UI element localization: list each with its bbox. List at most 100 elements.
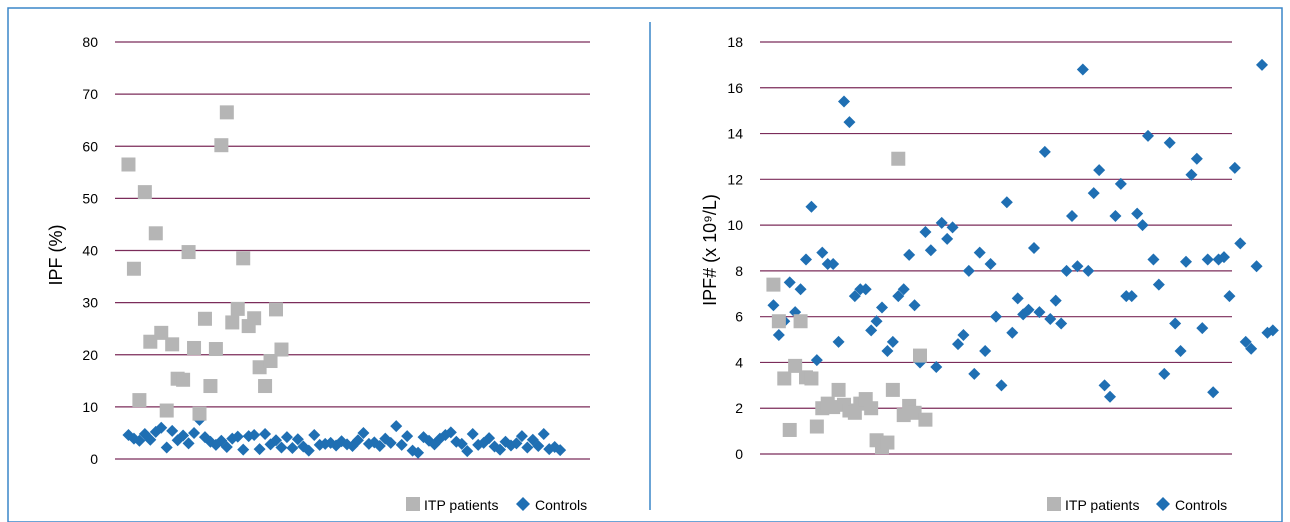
- itp-point: [788, 358, 803, 373]
- control-point: [384, 436, 397, 449]
- control-point: [946, 221, 959, 234]
- control-point: [1169, 317, 1182, 330]
- control-point: [166, 424, 179, 437]
- control-point: [188, 426, 201, 439]
- control-point: [515, 430, 528, 443]
- control-point: [881, 345, 894, 357]
- itp-point: [918, 412, 933, 427]
- control-point: [510, 437, 523, 450]
- control-point: [357, 426, 370, 439]
- control-point: [1218, 251, 1230, 264]
- itp-point: [766, 277, 781, 292]
- y-tick-label: 20: [82, 347, 98, 363]
- control-point: [1180, 255, 1192, 268]
- control-point: [177, 429, 190, 442]
- control-point: [1185, 168, 1198, 181]
- control-point: [1098, 379, 1111, 392]
- control-point: [401, 430, 414, 443]
- y-tick-label: 6: [735, 309, 743, 325]
- itp-point: [137, 185, 152, 200]
- control-point: [1087, 187, 1100, 200]
- y-tick-label: 60: [82, 138, 98, 154]
- itp-point: [864, 401, 879, 416]
- control-point: [275, 441, 288, 454]
- control-point: [1245, 342, 1258, 355]
- itp-point: [777, 371, 792, 386]
- left-chart-panel: 0 10 20 30 40 50 60 70 80 IPF (%) ITP patients C…: [46, 34, 590, 513]
- control-point: [1060, 264, 1073, 277]
- itp-point: [176, 372, 191, 387]
- control-point: [373, 439, 386, 452]
- itp-point: [154, 325, 169, 340]
- control-point: [903, 248, 916, 261]
- legend-controls-swatch: [516, 497, 530, 511]
- control-point: [1114, 177, 1127, 190]
- y-tick-label: 18: [727, 34, 743, 50]
- itp-point: [236, 251, 251, 266]
- control-point: [1266, 324, 1279, 337]
- control-point: [483, 432, 496, 445]
- control-point: [554, 444, 567, 457]
- control-point: [886, 335, 899, 348]
- y-tick-label: 2: [735, 400, 743, 416]
- control-point: [1152, 278, 1165, 291]
- itp-point: [274, 342, 289, 357]
- itp-point: [230, 301, 245, 316]
- control-point: [1033, 306, 1046, 319]
- y-tick-label: 8: [735, 263, 743, 279]
- control-point: [532, 439, 545, 452]
- y-tick-label: 0: [735, 446, 743, 462]
- itp-point: [252, 360, 267, 375]
- control-point: [395, 438, 408, 451]
- control-point: [1158, 367, 1171, 380]
- control-point: [1066, 209, 1078, 222]
- legend-itp-label: ITP patients: [1065, 497, 1139, 513]
- y-tick-label: 30: [82, 295, 98, 311]
- right-chart-panel: 0 2 4 6 8 10 12 14 16 18 IPF# (x 10⁹/L) ITP patie…: [700, 34, 1279, 513]
- control-point: [1163, 136, 1176, 149]
- control-point: [521, 441, 534, 454]
- control-point: [783, 276, 796, 289]
- control-point: [848, 290, 861, 303]
- control-point: [237, 443, 250, 456]
- control-point: [1190, 152, 1203, 165]
- itp-point: [793, 314, 808, 329]
- control-point: [990, 310, 1002, 323]
- control-point: [772, 328, 785, 341]
- control-point: [1239, 335, 1252, 348]
- itp-point: [809, 419, 824, 434]
- control-point: [286, 442, 299, 455]
- control-point: [1147, 253, 1160, 266]
- itp-point: [159, 403, 174, 418]
- itp-point: [148, 226, 163, 241]
- itp-point: [126, 261, 141, 276]
- control-point: [859, 283, 872, 296]
- itp-point: [247, 311, 262, 326]
- control-point: [1201, 253, 1214, 266]
- control-point: [1093, 164, 1106, 177]
- y-tick-label: 14: [727, 126, 743, 142]
- control-point: [1049, 294, 1062, 307]
- itp-point: [214, 138, 229, 153]
- itp-point: [907, 405, 922, 420]
- right-y-tick-labels: 0 2 4 6 8 10 12 14 16 18: [727, 34, 743, 462]
- control-point: [1234, 237, 1247, 250]
- right-gridlines: [760, 41, 1232, 455]
- control-point: [865, 324, 878, 337]
- itp-point: [187, 340, 202, 355]
- control-point: [1006, 326, 1019, 339]
- y-tick-label: 12: [727, 171, 743, 187]
- y-tick-label: 40: [82, 243, 98, 259]
- itp-point: [121, 157, 136, 172]
- control-point: [1228, 161, 1241, 174]
- control-point: [892, 290, 905, 303]
- control-point: [1082, 264, 1095, 277]
- itp-point: [258, 379, 273, 394]
- control-point: [957, 328, 970, 341]
- control-point: [1028, 242, 1040, 254]
- control-point: [800, 253, 812, 266]
- itp-point: [197, 311, 212, 326]
- control-point: [810, 354, 823, 367]
- itp-point: [181, 245, 196, 260]
